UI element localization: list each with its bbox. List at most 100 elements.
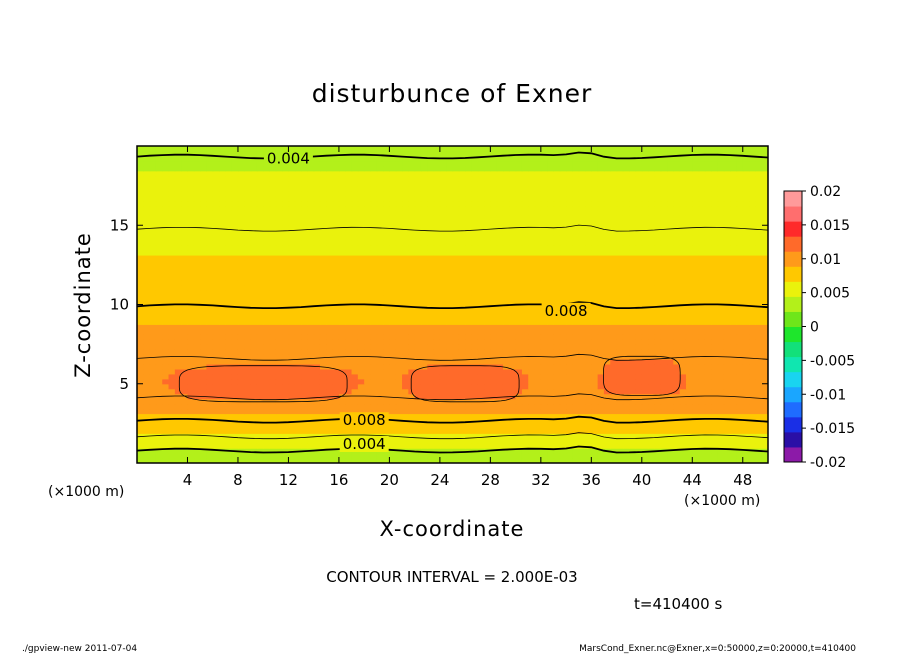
heatmap-cell	[692, 334, 700, 340]
heatmap-cell	[660, 373, 668, 380]
heatmap-cell	[736, 304, 744, 311]
heatmap-cell	[528, 383, 536, 390]
heatmap-cell	[711, 438, 719, 444]
heatmap-cell	[288, 378, 296, 385]
heatmap-cell	[711, 324, 719, 330]
heatmap-cell	[749, 413, 756, 420]
heatmap-cell	[168, 373, 176, 380]
heatmap-cell	[351, 215, 359, 221]
heatmap-cell	[275, 274, 283, 281]
heatmap-cell	[749, 294, 756, 301]
heatmap-cell	[433, 294, 441, 301]
heatmap-cell	[402, 269, 409, 276]
heatmap-cell	[301, 408, 308, 415]
heatmap-cell	[458, 373, 466, 380]
heatmap-cell	[301, 245, 308, 251]
heatmap-cell	[566, 220, 573, 226]
heatmap-cell	[597, 413, 605, 420]
heatmap-cell	[673, 304, 681, 311]
heatmap-cell	[193, 388, 201, 395]
heatmap-cell	[591, 363, 599, 370]
heatmap-cell	[137, 304, 144, 311]
heatmap-cell	[490, 240, 498, 246]
heatmap-cell	[326, 398, 334, 405]
heatmap-cell	[187, 453, 195, 459]
heatmap-cell	[484, 438, 491, 444]
heatmap-cell	[502, 418, 510, 424]
heatmap-cell	[231, 294, 239, 301]
heatmap-cell	[332, 383, 340, 390]
heatmap-cell	[143, 403, 151, 410]
heatmap-cell	[282, 264, 290, 271]
heatmap-cell	[692, 230, 700, 236]
heatmap-cell	[263, 319, 271, 325]
heatmap-cell	[168, 220, 176, 226]
heatmap-cell	[673, 235, 681, 241]
heatmap-cell	[730, 378, 738, 385]
heatmap-cell	[376, 363, 384, 370]
heatmap-cell	[509, 259, 517, 266]
heatmap-cell	[452, 423, 460, 429]
heatmap-cell	[736, 398, 744, 405]
heatmap-cell	[534, 393, 542, 400]
heatmap-cell	[149, 458, 157, 463]
heatmap-cell	[755, 388, 763, 395]
heatmap-cell	[629, 240, 637, 246]
heatmap-cell	[465, 319, 473, 325]
heatmap-cell	[263, 269, 271, 276]
heatmap-cell	[685, 220, 693, 226]
heatmap-cell	[736, 378, 744, 385]
heatmap-cell	[502, 448, 510, 454]
heatmap-cell	[521, 368, 529, 375]
heatmap-cell	[420, 393, 428, 400]
heatmap-cell	[667, 284, 674, 291]
heatmap-cell	[465, 393, 473, 400]
heatmap-cell	[452, 413, 460, 420]
heatmap-cell	[515, 363, 523, 370]
heatmap-cell	[704, 225, 712, 231]
heatmap-cell	[225, 259, 233, 266]
heatmap-cell	[383, 378, 390, 385]
heatmap-cell	[572, 294, 580, 301]
heatmap-cell	[610, 373, 618, 380]
heatmap-cell	[635, 358, 643, 365]
heatmap-cell	[667, 438, 674, 444]
heatmap-cell	[181, 383, 189, 390]
heatmap-cell	[673, 319, 681, 325]
heatmap-cell	[301, 235, 308, 241]
heatmap-cell	[635, 329, 643, 335]
heatmap-cell	[225, 344, 233, 350]
heatmap-cell	[446, 269, 454, 276]
heatmap-cell	[256, 403, 264, 410]
heatmap-cell	[465, 458, 473, 463]
heatmap-cell	[269, 274, 277, 281]
heatmap-cell	[679, 403, 687, 410]
heatmap-cell	[635, 393, 643, 400]
heatmap-cell	[351, 289, 359, 296]
heatmap-cell	[761, 354, 768, 360]
heatmap-cell	[698, 398, 706, 405]
heatmap-cell	[282, 324, 290, 330]
heatmap-cell	[439, 279, 447, 286]
heatmap-cell	[301, 349, 308, 355]
heatmap-cell	[673, 220, 681, 226]
heatmap-cell	[137, 329, 144, 335]
heatmap-cell	[490, 388, 498, 395]
heatmap-cell	[319, 453, 327, 459]
heatmap-cell	[338, 220, 346, 226]
heatmap-cell	[521, 215, 529, 221]
heatmap-cell	[679, 230, 687, 236]
heatmap-cell	[496, 378, 504, 385]
heatmap-cell	[269, 413, 277, 420]
heatmap-cell	[679, 294, 687, 301]
heatmap-cell	[282, 284, 290, 291]
heatmap-cell	[679, 354, 687, 360]
heatmap-cell	[711, 358, 719, 365]
heatmap-cell	[484, 368, 491, 375]
heatmap-cell	[301, 393, 308, 400]
heatmap-cell	[174, 443, 182, 449]
heatmap-cell	[515, 274, 523, 281]
heatmap-cell	[585, 240, 592, 246]
heatmap-cell	[263, 324, 271, 330]
heatmap-cell	[717, 428, 725, 434]
